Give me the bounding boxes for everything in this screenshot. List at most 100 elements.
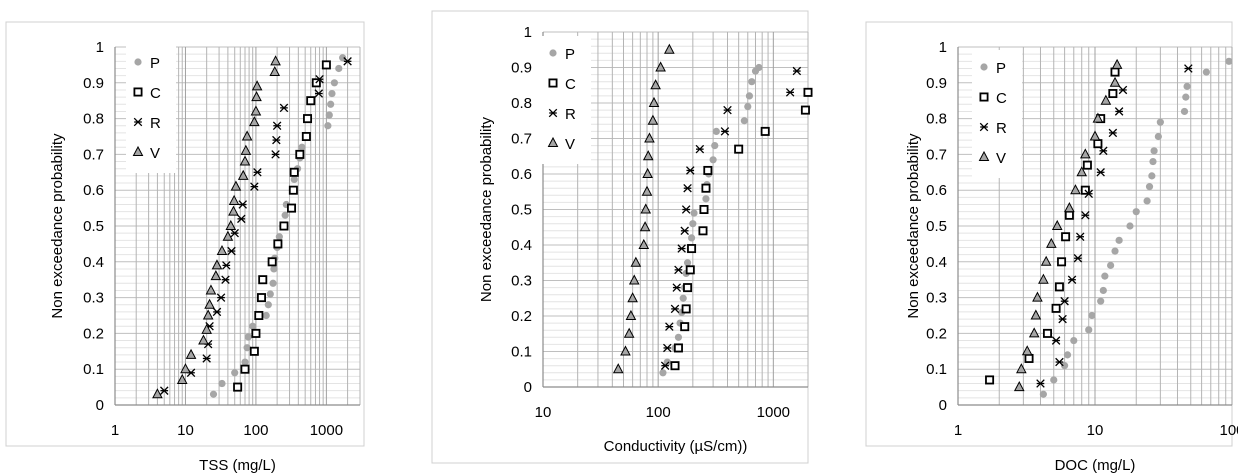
data-point bbox=[281, 211, 289, 219]
data-point bbox=[755, 63, 763, 72]
data-point bbox=[287, 203, 297, 213]
data-point bbox=[641, 185, 653, 196]
y-tick-label: 0.4 bbox=[926, 254, 947, 271]
data-point bbox=[241, 130, 253, 141]
legend-marker bbox=[132, 145, 144, 156]
data-point bbox=[218, 379, 226, 388]
data-point bbox=[1118, 85, 1128, 95]
data-point bbox=[180, 363, 191, 374]
y-tick-label: 0.7 bbox=[511, 131, 532, 148]
data-point bbox=[269, 279, 277, 287]
data-point bbox=[152, 388, 163, 399]
data-point bbox=[1061, 362, 1069, 370]
data-point bbox=[674, 265, 683, 275]
y-tick-label: 0.8 bbox=[83, 111, 104, 128]
data-point bbox=[699, 204, 709, 214]
data-point bbox=[1064, 210, 1074, 220]
legend-label: R bbox=[565, 106, 576, 123]
data-point bbox=[698, 226, 708, 236]
tss-chart-panel: 0 0.1 0.2 0.3 0.4 0.5 0.6 0.7 0.8 0.9 1 1 10 100 1000 T… bbox=[5, 21, 365, 474]
data-point bbox=[647, 114, 659, 125]
data-point bbox=[679, 294, 687, 302]
data-point bbox=[198, 334, 209, 345]
legend-marker bbox=[134, 58, 142, 66]
x-tick-label: 100 bbox=[1219, 422, 1238, 439]
y-tick-label: 0.2 bbox=[83, 325, 104, 342]
data-point bbox=[159, 386, 169, 395]
data-point bbox=[264, 301, 272, 309]
legend-label: V bbox=[565, 136, 575, 153]
y-tick-label: 1 bbox=[939, 39, 947, 56]
data-point bbox=[659, 369, 667, 377]
data-point bbox=[800, 105, 810, 115]
data-point bbox=[237, 214, 246, 224]
data-point bbox=[660, 361, 670, 370]
data-point bbox=[288, 185, 298, 195]
legend-label: C bbox=[150, 85, 161, 102]
data-point bbox=[648, 96, 660, 107]
y-tick-label: 0.6 bbox=[83, 182, 104, 199]
data-point bbox=[1182, 93, 1190, 101]
data-point bbox=[1108, 89, 1118, 99]
data-point bbox=[701, 183, 711, 193]
data-point bbox=[210, 270, 222, 281]
data-point bbox=[1150, 147, 1158, 155]
data-point bbox=[1085, 326, 1093, 334]
y-tick-label: 0.8 bbox=[926, 111, 947, 128]
y-tick-label: 0.4 bbox=[83, 254, 104, 271]
data-point bbox=[239, 155, 251, 166]
data-point bbox=[1055, 357, 1064, 367]
data-point bbox=[231, 369, 239, 377]
data-point bbox=[1107, 261, 1115, 269]
x-tick-label: 100 bbox=[243, 422, 268, 439]
data-point bbox=[639, 221, 651, 232]
data-point bbox=[243, 344, 251, 352]
data-point bbox=[663, 43, 675, 54]
series-V bbox=[612, 43, 675, 374]
data-point bbox=[623, 327, 635, 338]
data-point bbox=[1016, 363, 1027, 374]
data-point bbox=[222, 261, 231, 270]
data-point bbox=[683, 259, 692, 267]
legend-marker bbox=[548, 108, 558, 118]
data-point bbox=[272, 121, 282, 131]
y-tick-label: 1 bbox=[524, 24, 532, 41]
series-V bbox=[1013, 58, 1123, 392]
data-point bbox=[745, 92, 754, 100]
legend-box bbox=[972, 50, 1022, 178]
data-point bbox=[301, 131, 311, 141]
y-tick-label: 0.9 bbox=[926, 75, 947, 92]
data-point bbox=[1061, 232, 1071, 242]
legend-label: V bbox=[996, 150, 1006, 167]
data-point bbox=[1039, 390, 1047, 398]
legend-label: R bbox=[996, 120, 1007, 137]
data-point bbox=[216, 244, 228, 256]
legend-marker bbox=[548, 78, 558, 88]
data-point bbox=[290, 175, 298, 184]
data-point bbox=[250, 105, 262, 116]
x-tick-label: 10 bbox=[177, 422, 194, 439]
y-tick-label: 0.7 bbox=[926, 146, 947, 163]
data-point bbox=[712, 127, 720, 135]
data-point bbox=[1024, 353, 1034, 363]
data-point bbox=[748, 78, 756, 86]
data-point bbox=[681, 304, 691, 314]
data-point bbox=[1030, 309, 1042, 320]
data-point bbox=[1114, 107, 1124, 116]
legend-label: R bbox=[150, 115, 161, 132]
legend-label: C bbox=[996, 90, 1007, 107]
y-tick-label: 0.7 bbox=[83, 146, 104, 163]
data-point bbox=[227, 246, 236, 256]
data-point bbox=[1084, 189, 1093, 199]
data-point bbox=[222, 230, 234, 241]
data-point bbox=[1132, 208, 1140, 216]
data-point bbox=[1028, 327, 1040, 338]
y-tick-label: 0.1 bbox=[926, 361, 947, 378]
data-point bbox=[303, 114, 313, 124]
doc-chart-panel: 0 0.1 0.2 0.3 0.4 0.5 0.6 0.7 0.8 0.9 1 1 10 100 DOC (… bbox=[865, 21, 1238, 474]
data-point bbox=[314, 89, 324, 98]
legend-label: V bbox=[150, 145, 160, 162]
grid-lines bbox=[957, 46, 1233, 406]
data-point bbox=[279, 221, 289, 231]
